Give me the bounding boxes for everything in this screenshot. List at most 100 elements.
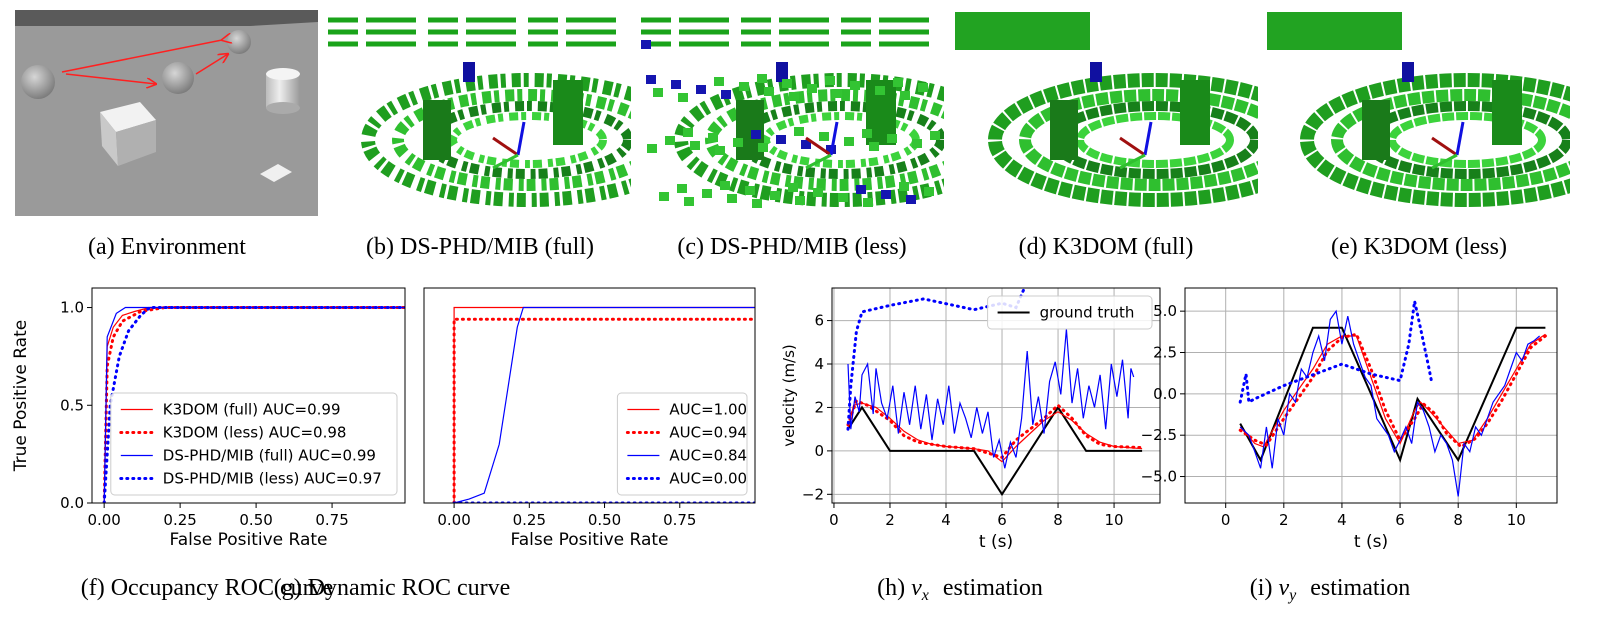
- caption: (a) Environment: [88, 234, 246, 260]
- voxel-noise: [900, 91, 910, 100]
- axis-red: [805, 136, 832, 157]
- voxel-noise: [721, 90, 731, 99]
- legend-label: K3DOM (less) AUC=0.98: [163, 424, 347, 442]
- voxel-ring: [449, 112, 607, 168]
- axis-blue: [516, 121, 526, 156]
- caption-var: v: [1278, 575, 1289, 601]
- voxel-ring: [1331, 89, 1570, 191]
- voxel-noise: [665, 136, 675, 145]
- voxel-noise: [930, 131, 940, 140]
- voxel-ring: [1050, 101, 1258, 179]
- series-line: [452, 317, 755, 503]
- series-line: [847, 329, 1135, 469]
- voxel-pillar: [423, 100, 451, 160]
- caption: (c) DS-PHD/MIB (less): [677, 234, 906, 260]
- render-content: [641, 10, 944, 216]
- y-tick-label: 6: [814, 312, 824, 330]
- voxel-noise: [745, 186, 755, 195]
- caption-text: DS-PHD/MIB (full): [400, 234, 594, 260]
- axis-green: [492, 153, 519, 170]
- voxel-noise: [708, 133, 718, 142]
- axes-frame: [91, 287, 406, 504]
- voxel-noise: [690, 141, 700, 150]
- caption-text: Dynamic ROC curve: [308, 575, 511, 601]
- voxel-noise: [683, 128, 693, 137]
- legend-box: [987, 295, 1153, 330]
- y-tick-label: −5.0: [1141, 468, 1177, 486]
- voxel-noise: [813, 188, 823, 197]
- voxel-noise: [739, 82, 749, 91]
- voxel-ring: [361, 73, 631, 207]
- voxel-noise: [684, 197, 694, 206]
- legend-label: AUC=0.00: [669, 470, 747, 488]
- x-axis-label: False Positive Rate: [170, 530, 328, 550]
- x-tick-label: 0.75: [663, 511, 696, 529]
- legend-label: AUC=0.94: [669, 424, 747, 442]
- caption-text: K3DOM (less): [1364, 234, 1507, 260]
- voxel-noise: [678, 93, 688, 102]
- voxel-noise: [752, 199, 762, 208]
- x-axis-label: False Positive Rate: [511, 530, 669, 550]
- voxel-render: [641, 10, 944, 216]
- series-line: [1239, 309, 1540, 497]
- series-line: [1239, 326, 1546, 463]
- voxel-noise: [899, 182, 909, 191]
- x-tick-label: 10: [1507, 511, 1526, 529]
- x-tick-label: 0.00: [87, 511, 120, 529]
- voxel-dynamic: [1090, 62, 1102, 82]
- voxel-noise: [770, 191, 780, 200]
- voxel-pillar: [1050, 100, 1078, 160]
- voxel-noise: [764, 87, 774, 96]
- y-tick-label: 4: [814, 355, 824, 373]
- voxel-ring: [1362, 101, 1570, 179]
- voxel-noise: [924, 187, 934, 196]
- x-tick-label: 0.50: [239, 511, 272, 529]
- voxel-noise: [714, 77, 724, 86]
- render-content: [955, 10, 1258, 216]
- voxel-noise: [789, 92, 799, 101]
- voxel-noise: [869, 142, 879, 151]
- voxel-noise: [702, 189, 712, 198]
- voxel-noise: [677, 184, 687, 193]
- voxel-ring: [1076, 112, 1234, 168]
- legend-label: AUC=1.00: [669, 401, 747, 419]
- caption-tag: (c): [677, 234, 704, 260]
- axis-red: [492, 136, 519, 157]
- voxel-ring: [1019, 89, 1258, 191]
- axis-blue: [829, 121, 839, 156]
- caption-text: Occupancy ROC curve: [111, 575, 334, 601]
- caption-sub: y: [1287, 587, 1297, 604]
- x-tick-label: 8: [1453, 511, 1463, 529]
- voxel-noise: [647, 144, 657, 153]
- caption-sub: x: [921, 587, 929, 604]
- voxel-wall: [1267, 12, 1402, 50]
- voxel-noise: [776, 135, 786, 144]
- x-tick-label: 0.00: [437, 511, 470, 529]
- voxel-pillar: [1362, 100, 1390, 160]
- voxel-dynamic: [1402, 62, 1414, 82]
- x-tick-label: 0: [1221, 511, 1231, 529]
- voxel-pillar: [1492, 80, 1522, 145]
- series-line: [1238, 300, 1434, 405]
- caption: (g) Dynamic ROC curve: [274, 575, 511, 601]
- legend-label: AUC=0.84: [669, 447, 747, 465]
- x-axis-label: t (s): [1354, 532, 1388, 552]
- x-tick-label: 10: [1105, 511, 1124, 529]
- voxel-noise: [696, 85, 706, 94]
- caption-text: Environment: [121, 234, 247, 260]
- voxel-noise: [795, 196, 805, 205]
- x-tick-label: 0.75: [315, 511, 348, 529]
- series-line: [847, 405, 1143, 497]
- axis-red: [1431, 136, 1458, 157]
- voxel-noise: [788, 183, 798, 192]
- voxel-wall: [955, 12, 1090, 50]
- x-tick-label: 4: [941, 511, 951, 529]
- legend-label: DS-PHD/MIB (full) AUC=0.99: [163, 447, 376, 465]
- series-line: [102, 306, 405, 503]
- voxel-noise: [918, 83, 928, 92]
- y-tick-label: 1.0: [60, 299, 84, 317]
- voxel-noise: [832, 89, 842, 98]
- voxel-noise: [801, 140, 811, 149]
- voxel-pillar: [553, 80, 583, 145]
- caption-tag: (h): [877, 575, 905, 601]
